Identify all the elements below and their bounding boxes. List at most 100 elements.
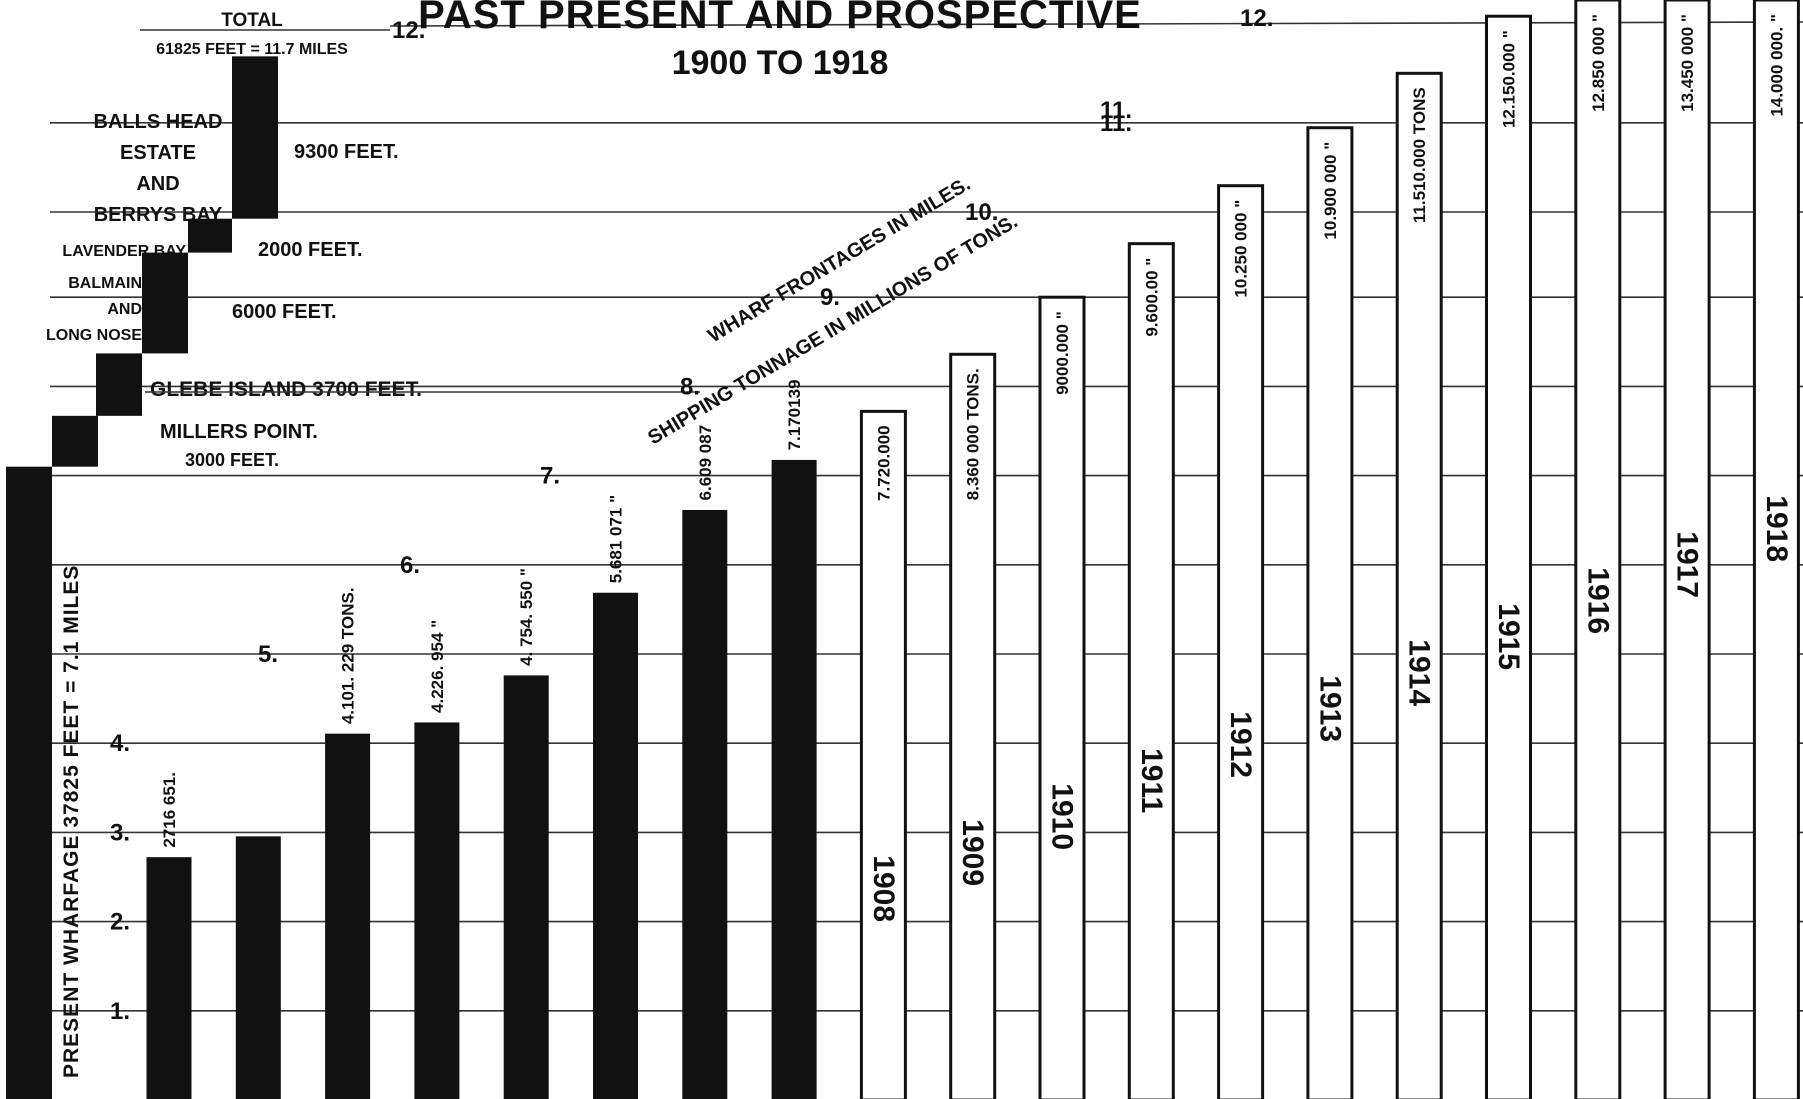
bar-1917	[1663, 0, 1711, 1099]
bar-value-label: 4. 754. 550 "	[517, 568, 536, 666]
bar-year-label: 1906	[688, 955, 721, 1022]
bar-value-label: 6.609 087	[696, 425, 715, 501]
chart-titles: PAST PRESENT AND PROSPECTIVE 1900 TO 191…	[418, 0, 1142, 449]
bar-value-label: 7.170139	[785, 380, 804, 451]
bar-value-label: 12.150.000 "	[1500, 30, 1519, 128]
bar-1902	[325, 733, 371, 1099]
y-tick-label: 5.	[258, 641, 278, 668]
bar-1915	[1485, 14, 1532, 1099]
present-wharfage-bar	[6, 466, 52, 1099]
bar-1918	[1752, 0, 1800, 1099]
bar-1913	[1306, 126, 1354, 1099]
bar-year-label: 1907	[778, 955, 811, 1022]
bar-value-label: 4.101. 229 TONS.	[339, 587, 358, 724]
bar-year-label: 1913	[1313, 675, 1346, 742]
bar-year-label: 1905	[599, 955, 632, 1022]
chart-title: PAST PRESENT AND PROSPECTIVE	[418, 0, 1142, 37]
bar-year-label: 1916	[1581, 567, 1614, 634]
bar-value-label: 7.720.000	[874, 425, 893, 501]
bar-value-label: 13.450 000 "	[1678, 14, 1697, 112]
y-tick-label: 4.	[110, 730, 130, 757]
wharf-step-label: LONG NOSE	[46, 327, 142, 344]
bar-value-label: 10.250 000 "	[1232, 200, 1251, 298]
bar-1905	[593, 592, 638, 1099]
bar-year-label: 1908	[867, 855, 900, 922]
bar-1912	[1217, 184, 1265, 1099]
bar-year-label: 1918	[1760, 495, 1793, 562]
bar-year-label: 1900	[153, 955, 186, 1022]
wharf-step-label: BERRYS BAY	[94, 204, 223, 226]
bar-value-label: 4.226. 954 "	[428, 620, 447, 713]
wharf-step-label: MILLERS POINT.	[160, 421, 318, 443]
bar-value-label: 10.900 000 "	[1321, 142, 1340, 240]
bar-year-label: 1917	[1671, 531, 1704, 598]
bar-1910	[1038, 295, 1086, 1099]
bar-year-label: 1902	[331, 955, 364, 1022]
bar-1900	[146, 857, 192, 1099]
wharf-step-label: GLEBE ISLAND 3700 FEET.	[150, 378, 422, 401]
bar-year-label: 1911	[1135, 748, 1168, 813]
bar-1909	[949, 352, 997, 1099]
wharf-step-5	[232, 56, 278, 219]
bar-year-label: 1903	[420, 955, 453, 1022]
tonnage-bars	[146, 0, 1800, 1099]
y-tick-labels: 1. 2. 3. 4. 5. 6. 7. 8. 9. 10. 11. 12. 12. 11.	[110, 5, 1273, 1025]
wharf-step-label: AND	[136, 173, 179, 195]
y-tick-label: 12.	[392, 17, 425, 44]
wharf-step-label: 3000 FEET.	[185, 450, 279, 470]
bar-1907	[771, 459, 817, 1099]
bar-year-label: 1915	[1492, 603, 1525, 670]
chart-subtitle: 1900 TO 1918	[672, 44, 889, 82]
bar-year-label: 1914	[1403, 639, 1436, 706]
bar-year-label: 1910	[1046, 783, 1079, 850]
y-tick-label: 1.	[110, 998, 130, 1025]
y-tick-label: 10.	[965, 199, 998, 226]
y-tick-label: 11.	[1100, 97, 1132, 124]
wharf-step-label: 9300 FEET.	[294, 141, 399, 163]
wharf-step-label: 2000 FEET.	[258, 239, 363, 261]
bar-1901	[235, 836, 281, 1099]
bar-year-label: 1901	[242, 955, 275, 1022]
bar-value-label: 11.510.000 TONS	[1410, 87, 1429, 223]
wharf-step-label: ESTATE	[120, 142, 196, 164]
bar-1906	[682, 509, 728, 1099]
wharf-step-label: AND	[107, 301, 142, 318]
bar-value-label: 9000.000 "	[1053, 311, 1072, 395]
bar-value-label: 9.600.00 "	[1142, 258, 1161, 337]
y-tick-label: 2.	[110, 909, 130, 936]
present-wharfage-label: PRESENT WHARFAGE 37825 FEET = 7.1 MILES	[60, 565, 83, 1078]
wharf-step-3	[142, 252, 188, 354]
bar-1908	[859, 409, 907, 1099]
y-tick-label: 6.	[400, 552, 420, 579]
bar-year-label: 1904	[510, 955, 543, 1022]
bar-year-label: 1909	[956, 819, 989, 886]
bar-value-label: 5.681 071 "	[607, 495, 626, 583]
total-label: TOTAL	[221, 10, 283, 31]
y-tick-label: 8.	[680, 373, 700, 400]
wharf-step-2	[96, 353, 142, 416]
bar-value-label: 12.850 000 "	[1589, 14, 1608, 112]
y-tick-label: 3.	[110, 819, 130, 846]
y-tick-label: 11.	[1100, 110, 1132, 137]
y-tick-label: 9.	[820, 284, 840, 311]
bar-1903	[414, 722, 460, 1099]
wharf-step-label: 6000 FEET.	[232, 301, 337, 323]
gridline	[389, 21, 1803, 27]
wharf-step-1	[52, 415, 98, 467]
gridlines	[50, 21, 1803, 1012]
bar-value-label: 8.360 000 TONS.	[964, 368, 983, 500]
wharf-frontage-steps: PRESENT WHARFAGE 37825 FEET = 7.1 MILES M…	[6, 10, 700, 1099]
bar-1914	[1395, 71, 1443, 1099]
bar-1916	[1574, 0, 1622, 1099]
y-tick-label: 12.	[1240, 5, 1273, 32]
bar-value-label: 14.000 000. "	[1767, 14, 1786, 117]
wharf-step-label: BALMAIN	[68, 275, 142, 292]
wharf-step-label: LAVENDER BAY	[62, 243, 186, 260]
wharf-step-4	[188, 218, 232, 253]
bar-value-label: 2716 651.	[160, 772, 179, 848]
bar-value-labels: 1900 1901 1902 1903 1904 1905 1906 1907 1908 1909…	[153, 14, 1793, 1022]
y-tick-label: 7.	[540, 463, 560, 490]
bar-1911	[1127, 242, 1175, 1099]
bar-year-label: 1912	[1224, 711, 1257, 778]
